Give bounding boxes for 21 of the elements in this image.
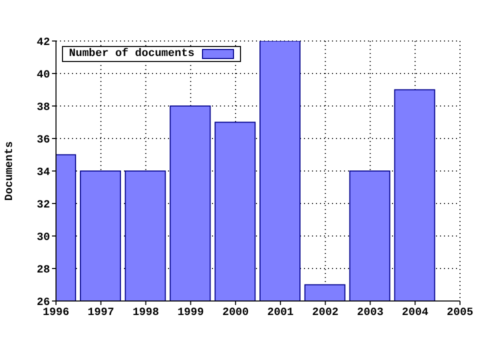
y-tick-label: 36 bbox=[36, 134, 50, 146]
y-tick-label: 38 bbox=[36, 102, 50, 114]
x-tick-label: 1998 bbox=[132, 306, 160, 319]
y-tick-label: 26 bbox=[36, 296, 50, 309]
y-tick-label: 32 bbox=[36, 199, 50, 212]
y-tick-label: 40 bbox=[36, 69, 50, 82]
x-tick-label: 2003 bbox=[357, 306, 384, 319]
y-tick-label: 42 bbox=[36, 36, 50, 49]
y-tick-label: 30 bbox=[36, 232, 50, 244]
x-tick-label: 1999 bbox=[177, 306, 204, 319]
y-tick-label: 34 bbox=[36, 166, 50, 179]
y-tick-label: 28 bbox=[36, 264, 50, 276]
x-tick-label: 1996 bbox=[42, 306, 70, 319]
x-tick-label: 2004 bbox=[402, 306, 429, 319]
y-axis-title: Documents bbox=[4, 141, 16, 201]
x-tick-label: 2001 bbox=[267, 306, 294, 319]
legend-label: Number of documents bbox=[69, 48, 194, 60]
x-tick-label: 1997 bbox=[88, 306, 114, 319]
x-tick-label: 2002 bbox=[312, 306, 339, 319]
x-tick-label: 2005 bbox=[446, 306, 474, 319]
x-tick-label: 2000 bbox=[222, 306, 249, 319]
